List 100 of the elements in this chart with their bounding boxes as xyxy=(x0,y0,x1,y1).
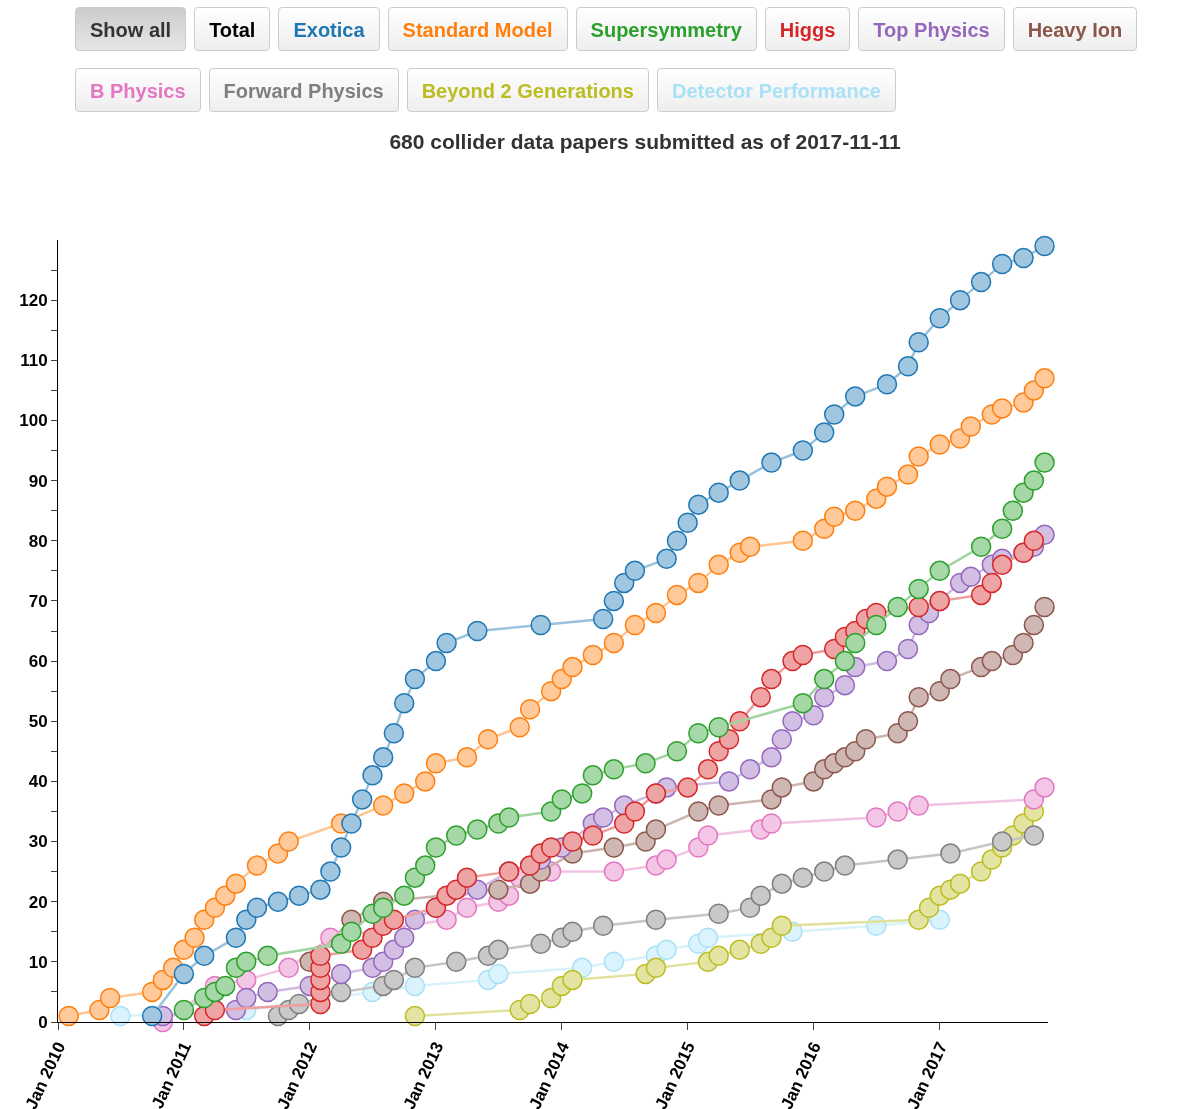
point xyxy=(193,945,215,967)
point xyxy=(897,710,919,732)
point xyxy=(677,777,698,798)
point xyxy=(582,644,604,666)
text: Detector Performance xyxy=(656,68,896,112)
point xyxy=(887,849,908,870)
y-tick-label: 50 xyxy=(28,712,48,732)
legend-label: Top Physics xyxy=(858,7,1005,51)
point xyxy=(372,897,394,918)
point xyxy=(404,975,426,997)
point xyxy=(582,825,604,846)
point xyxy=(771,873,793,894)
y-tick-label: 100 xyxy=(19,411,48,431)
y-tick-label: 70 xyxy=(28,591,48,611)
point xyxy=(697,759,719,780)
point xyxy=(257,981,278,1003)
point xyxy=(288,885,310,906)
point xyxy=(981,572,1003,594)
point xyxy=(540,837,562,858)
point xyxy=(656,548,677,570)
point xyxy=(425,650,447,672)
point xyxy=(750,885,772,906)
point xyxy=(624,560,646,582)
point xyxy=(1023,530,1045,552)
point xyxy=(739,536,761,558)
text: Higgs xyxy=(764,7,851,51)
point xyxy=(761,813,782,834)
point xyxy=(446,951,467,973)
point xyxy=(1034,596,1055,618)
y-tick-label: 40 xyxy=(28,772,48,792)
point xyxy=(949,873,971,894)
point xyxy=(645,957,667,979)
point xyxy=(225,927,247,949)
point xyxy=(509,717,530,738)
point xyxy=(666,741,688,762)
point xyxy=(645,909,667,930)
point xyxy=(330,963,352,985)
text: Heavy Ion xyxy=(1012,7,1138,51)
text: Beyond 2 Generations xyxy=(406,68,649,112)
point xyxy=(362,765,383,786)
chart-title: 680 collider data papers submitted as of 2017-11-11 xyxy=(388,130,902,154)
point xyxy=(477,729,499,750)
y-tick-label: 120 xyxy=(19,291,48,311)
point xyxy=(530,933,552,955)
point xyxy=(1034,368,1055,389)
point xyxy=(708,795,729,816)
point xyxy=(940,843,961,864)
point xyxy=(562,969,583,991)
point xyxy=(908,795,929,816)
point xyxy=(656,849,677,870)
text: Total xyxy=(194,7,271,51)
point xyxy=(991,831,1013,852)
point xyxy=(666,584,688,606)
point xyxy=(173,963,195,985)
point xyxy=(571,783,593,804)
point xyxy=(383,723,405,744)
point xyxy=(834,674,856,696)
point xyxy=(592,608,614,630)
point xyxy=(813,861,835,882)
point xyxy=(404,668,426,690)
point xyxy=(372,795,394,816)
point xyxy=(1013,247,1034,269)
point xyxy=(718,771,740,792)
point xyxy=(467,819,488,840)
point xyxy=(404,1005,426,1027)
point xyxy=(908,578,929,600)
point xyxy=(1013,632,1034,654)
point xyxy=(456,897,478,918)
point xyxy=(215,975,236,997)
point xyxy=(1023,470,1045,491)
point xyxy=(688,801,709,822)
point xyxy=(58,1005,79,1027)
point xyxy=(708,903,729,924)
point xyxy=(141,1005,163,1027)
x-tick-label: Jan 2011 xyxy=(148,1039,196,1109)
point xyxy=(425,837,447,858)
y-tick-label: 110 xyxy=(20,351,48,371)
point xyxy=(582,765,604,786)
point xyxy=(981,650,1003,672)
point xyxy=(393,692,415,714)
point xyxy=(929,307,950,329)
point xyxy=(887,596,908,618)
point xyxy=(1034,235,1055,257)
point xyxy=(278,957,299,979)
point xyxy=(383,969,405,991)
point xyxy=(404,957,426,979)
point xyxy=(393,783,415,804)
point xyxy=(603,951,625,973)
point xyxy=(991,398,1013,419)
point xyxy=(467,620,488,642)
point xyxy=(929,560,950,582)
point xyxy=(908,596,929,618)
text: Show all xyxy=(75,7,187,51)
point xyxy=(792,692,814,714)
point xyxy=(750,686,772,708)
point xyxy=(1002,500,1024,521)
point xyxy=(436,632,457,654)
point xyxy=(225,873,247,894)
point xyxy=(99,987,121,1009)
point xyxy=(257,945,278,967)
